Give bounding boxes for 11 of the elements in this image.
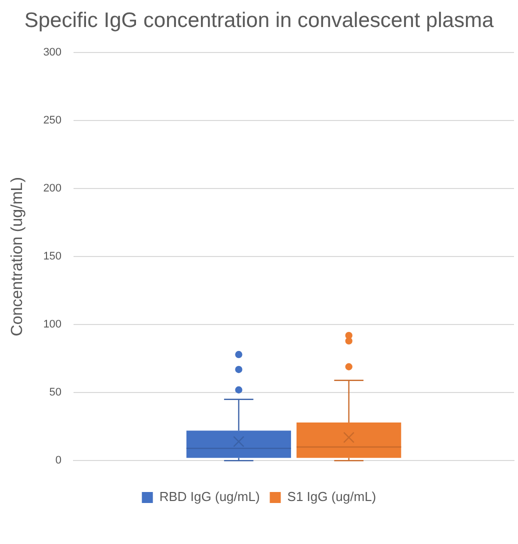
legend-label: RBD IgG (ug/mL) xyxy=(159,489,260,504)
y-tick-label: 250 xyxy=(43,114,62,127)
chart-title: Specific IgG concentration in convalescent plasma xyxy=(23,8,495,34)
y-tick-label: 200 xyxy=(43,182,62,195)
y-tick-label: 300 xyxy=(43,46,62,59)
y-tick-label: 0 xyxy=(55,454,62,467)
y-tick-label: 150 xyxy=(43,250,62,263)
legend-label: S1 IgG (ug/mL) xyxy=(287,489,376,504)
y-tick-label: 50 xyxy=(49,386,62,399)
y-tick-label: 100 xyxy=(43,318,62,331)
y-axis-title: Concentration (ug/mL) xyxy=(9,177,26,336)
